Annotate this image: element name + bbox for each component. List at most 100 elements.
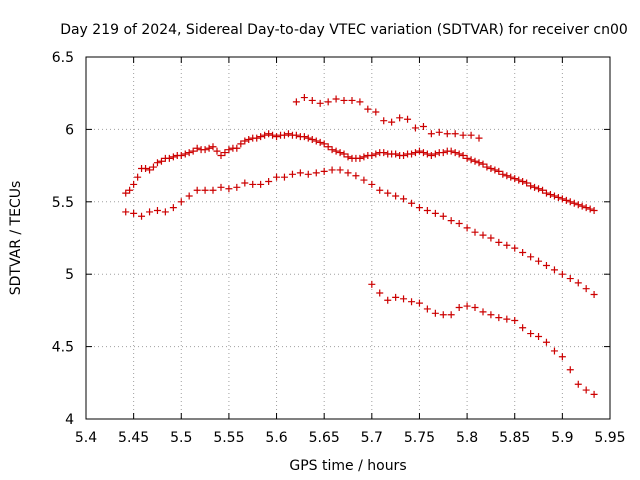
data-point (590, 206, 598, 214)
data-point (380, 149, 388, 157)
data-point (562, 196, 570, 204)
data-point (443, 130, 451, 138)
y-tick-label: 4 (65, 412, 74, 428)
y-tick-labels: 4 4.5 5 5.5 6 6.5 (52, 50, 74, 428)
data-point (459, 131, 467, 139)
data-point (550, 192, 558, 200)
data-point (280, 173, 288, 181)
data-point (332, 95, 340, 103)
data-point (269, 131, 277, 139)
data-point (153, 159, 161, 167)
data-point (233, 144, 241, 152)
data-point (499, 170, 507, 178)
data-points (122, 94, 598, 398)
data-point (153, 206, 161, 214)
data-point (546, 191, 554, 199)
grid-lines (86, 57, 610, 419)
data-point (384, 189, 392, 197)
data-point (447, 311, 455, 319)
data-point (300, 94, 308, 102)
data-point (181, 150, 189, 158)
data-point (261, 131, 269, 139)
data-point (408, 150, 416, 158)
data-point (527, 253, 535, 261)
data-point (193, 144, 201, 152)
data-point (475, 159, 483, 167)
data-point (376, 289, 384, 297)
data-point (396, 114, 404, 122)
data-point (380, 117, 388, 125)
data-point (316, 138, 324, 146)
data-point (273, 173, 281, 181)
data-point (142, 164, 150, 172)
data-point (467, 131, 475, 139)
data-point (539, 186, 547, 194)
data-point (459, 151, 467, 159)
data-point (280, 131, 288, 139)
data-point (122, 208, 130, 216)
data-point (265, 130, 273, 138)
data-point (535, 332, 543, 340)
data-point (320, 140, 328, 148)
data-point (344, 153, 352, 161)
data-point (471, 304, 479, 312)
data-point (483, 163, 491, 171)
data-point (527, 330, 535, 338)
data-point (360, 153, 368, 161)
data-point (372, 150, 380, 158)
data-point (519, 324, 527, 332)
data-point (324, 143, 332, 151)
data-point (519, 248, 527, 256)
data-point (284, 130, 292, 138)
y-tick-label: 5 (65, 267, 74, 283)
data-point (237, 140, 245, 148)
data-point (479, 160, 487, 168)
data-point (408, 298, 416, 306)
data-point (408, 199, 416, 207)
data-point (185, 149, 193, 157)
data-point (495, 314, 503, 322)
data-point (582, 386, 590, 394)
x-tick-label: 5.95 (594, 430, 625, 446)
data-point (558, 270, 566, 278)
data-point (388, 118, 396, 126)
data-point (554, 193, 562, 201)
data-point (427, 130, 435, 138)
x-tick-label: 5.9 (551, 430, 573, 446)
data-point (400, 151, 408, 159)
data-point (308, 96, 316, 104)
data-point (455, 220, 463, 228)
data-point (169, 204, 177, 212)
x-tick-label: 5.45 (118, 430, 149, 446)
data-point (312, 137, 320, 145)
data-point (360, 176, 368, 184)
data-point (566, 198, 574, 206)
x-tick-label: 5.6 (265, 430, 287, 446)
data-point (257, 133, 265, 141)
data-point (356, 98, 364, 106)
data-point (503, 172, 511, 180)
data-point (392, 150, 400, 158)
data-point (535, 257, 543, 265)
data-point (126, 186, 134, 194)
x-tick-label: 5.75 (404, 430, 435, 446)
data-point (312, 169, 320, 177)
data-point (451, 130, 459, 138)
data-point (316, 99, 324, 107)
data-point (193, 186, 201, 194)
data-point (515, 176, 523, 184)
data-point (578, 202, 586, 210)
data-point (292, 98, 300, 106)
series-satellite-c (292, 94, 483, 142)
data-point (296, 169, 304, 177)
data-point (586, 205, 594, 213)
x-tick-label: 5.65 (309, 430, 340, 446)
data-point (157, 157, 165, 165)
data-point (503, 315, 511, 323)
data-point (431, 150, 439, 158)
data-point (348, 96, 356, 104)
data-point (507, 173, 515, 181)
data-point (558, 195, 566, 203)
data-point (146, 166, 154, 174)
